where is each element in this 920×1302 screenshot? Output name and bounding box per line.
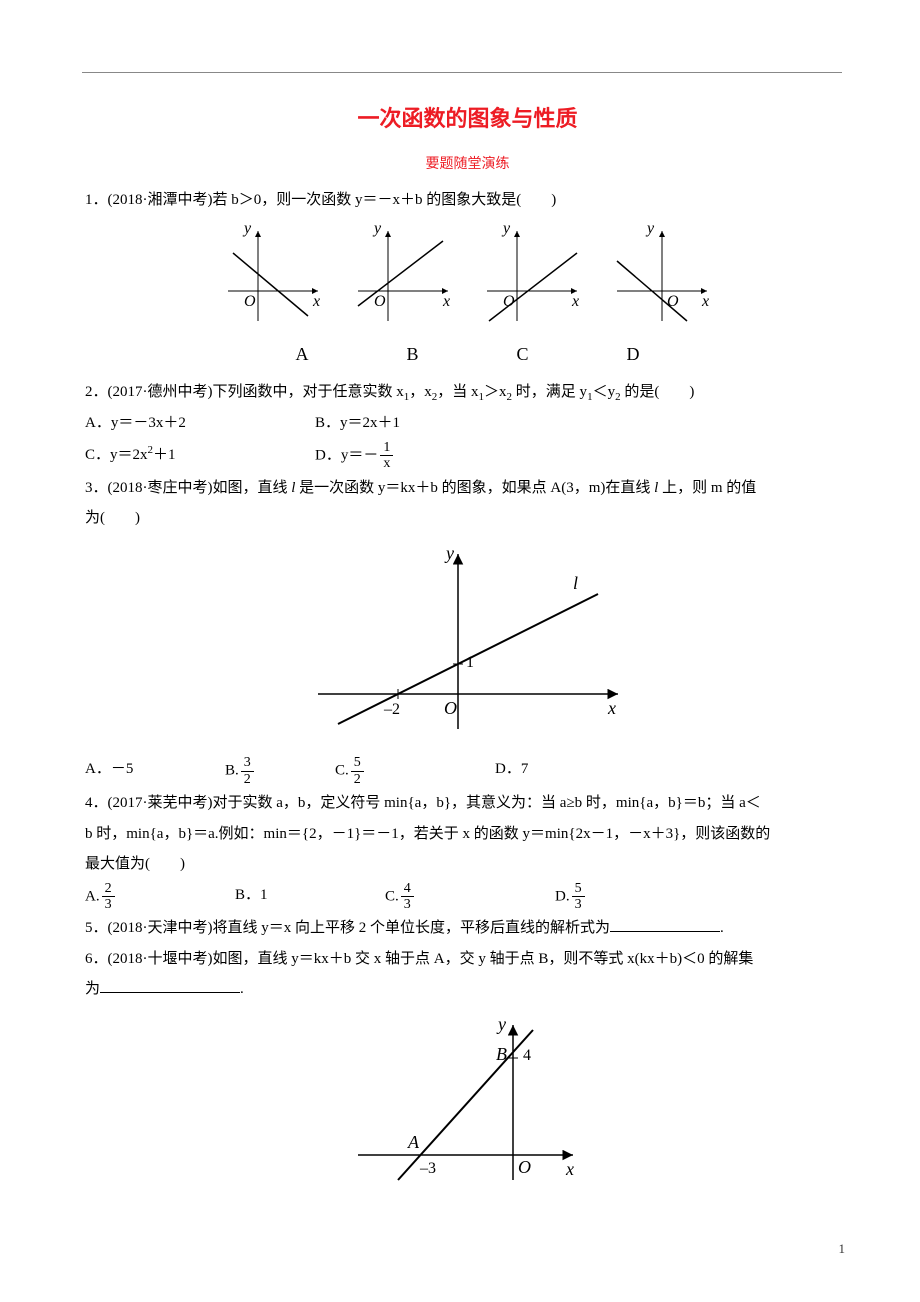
svg-text:–3: –3 [419,1160,436,1177]
svg-text:x: x [571,293,579,310]
q2-opt-a: A．y＝－3x＋2 [85,409,315,438]
svg-text:y: y [242,221,252,237]
question-3: 3．(2018·枣庄中考)如图，直线 l 是一次函数 y＝kx＋b 的图象，如果… [85,474,850,503]
q4-opt-c: C.43 [385,881,555,913]
q3-options: A．－5 B.32 C.52 D．7 [85,755,850,787]
q2-options-row2: C．y＝2x2＋1 D．y＝－1x [85,440,850,472]
q1-label-c: C [517,337,529,371]
svg-text:O: O [667,293,679,310]
q1-label-b: B [406,337,418,371]
page-number: 1 [839,1237,846,1262]
q6-text-a: 为 [85,981,100,997]
q2-opt-d: D．y＝－1x [315,440,495,472]
svg-text:O: O [374,293,386,310]
page-title: 一次函数的图象与性质 [85,98,850,140]
q2-text-5: 时，满足 y [512,384,587,400]
svg-text:y: y [444,543,454,563]
svg-text:x: x [565,1159,574,1179]
svg-text:l: l [573,573,578,593]
question-6-line1: 6．(2018·十堰中考)如图，直线 y＝kx＋b 交 x 轴于点 A，交 y … [85,945,850,974]
q3-line2: 为( ) [85,504,850,533]
q6-blank [100,978,240,993]
q3-text-3: 上，则 m 的值 [658,480,756,496]
q4-opt-b: B．1 [235,881,385,913]
svg-text:y: y [501,221,511,237]
q6-figure: y x B 4 A –3 O [85,1010,850,1196]
svg-text:x: x [442,293,450,310]
q2-opt-b: B．y＝2x＋1 [315,409,495,438]
q5-blank [610,917,720,932]
q2-text-6: ＜y [593,384,616,400]
svg-text:y: y [496,1014,506,1034]
q2-options-row1: A．y＝－3x＋2 B．y＝2x＋1 [85,409,850,438]
q1-fig-d: y x O [607,221,717,331]
svg-text:B: B [496,1044,507,1064]
q2-text-1: 2．(2017·德州中考)下列函数中，对于任意实数 x [85,384,404,400]
svg-text:O: O [518,1157,531,1177]
svg-text:A: A [407,1132,420,1152]
svg-text:O: O [244,293,256,310]
question-2: 2．(2017·德州中考)下列函数中，对于任意实数 x1，x2，当 x1＞x2 … [85,378,850,408]
svg-text:O: O [503,293,515,310]
question-1: 1．(2018·湘潭中考)若 b＞0，则一次函数 y＝－x＋b 的图象大致是( … [85,186,850,215]
q3-opt-d: D．7 [495,755,675,787]
q5-text: 5．(2018·天津中考)将直线 y＝x 向上平移 2 个单位长度，平移后直线的… [85,920,610,936]
svg-text:y: y [372,221,382,237]
svg-text:–2: –2 [383,701,400,718]
question-4-line2: b 时，min{a，b}＝a.例如：min＝{2，－1}＝－1，若关于 x 的函… [85,820,850,849]
q3-opt-a: A．－5 [85,755,225,787]
q2-text-2: ，x [409,384,432,400]
q4-options: A.23 B．1 C.43 D.53 [85,881,850,913]
q4-opt-a: A.23 [85,881,235,913]
q5-tail: . [720,920,724,936]
question-4-line1: 4．(2017·莱芜中考)对于实数 a，b，定义符号 min{a，b}，其意义为… [85,789,850,818]
q2-text-3: ，当 x [437,384,478,400]
q3-text-2: 是一次函数 y＝kx＋b 的图象，如果点 A(3，m)在直线 [295,480,654,496]
q4-opt-d: D.53 [555,881,735,913]
svg-text:1: 1 [466,654,474,671]
q1-figures: y x O y x O y x O y x O A B C D [85,221,850,372]
q2-opt-c: C．y＝2x2＋1 [85,440,315,472]
q3-opt-b: B.32 [225,755,335,787]
q1-fig-c: y x O [477,221,587,331]
svg-text:x: x [312,293,320,310]
q1-text: 1．(2018·湘潭中考)若 b＞0，则一次函数 y＝－x＋b 的图象大致是( … [85,192,556,208]
q6-text-b: . [240,981,244,997]
q1-label-d: D [627,337,640,371]
q2-text-4: ＞x [484,384,507,400]
q3-text-1: 3．(2018·枣庄中考)如图，直线 [85,480,291,496]
q1-fig-a: y x O [218,221,328,331]
page-subtitle: 要题随堂演练 [85,152,850,179]
q1-label-a: A [295,337,308,371]
top-rule [82,72,842,73]
svg-text:4: 4 [523,1047,531,1064]
q2-text-7: 的是( ) [621,384,695,400]
q3-opt-c: C.52 [335,755,495,787]
question-5: 5．(2018·天津中考)将直线 y＝x 向上平移 2 个单位长度，平移后直线的… [85,914,850,943]
svg-text:y: y [645,221,655,237]
question-4-line3: 最大值为( ) [85,850,850,879]
svg-text:O: O [444,698,457,718]
q1-fig-b: y x O [348,221,458,331]
svg-text:x: x [701,293,709,310]
question-6-line2: 为. [85,975,850,1004]
svg-text:x: x [607,698,616,718]
q3-figure: y x l 1 –2 O [85,539,850,750]
